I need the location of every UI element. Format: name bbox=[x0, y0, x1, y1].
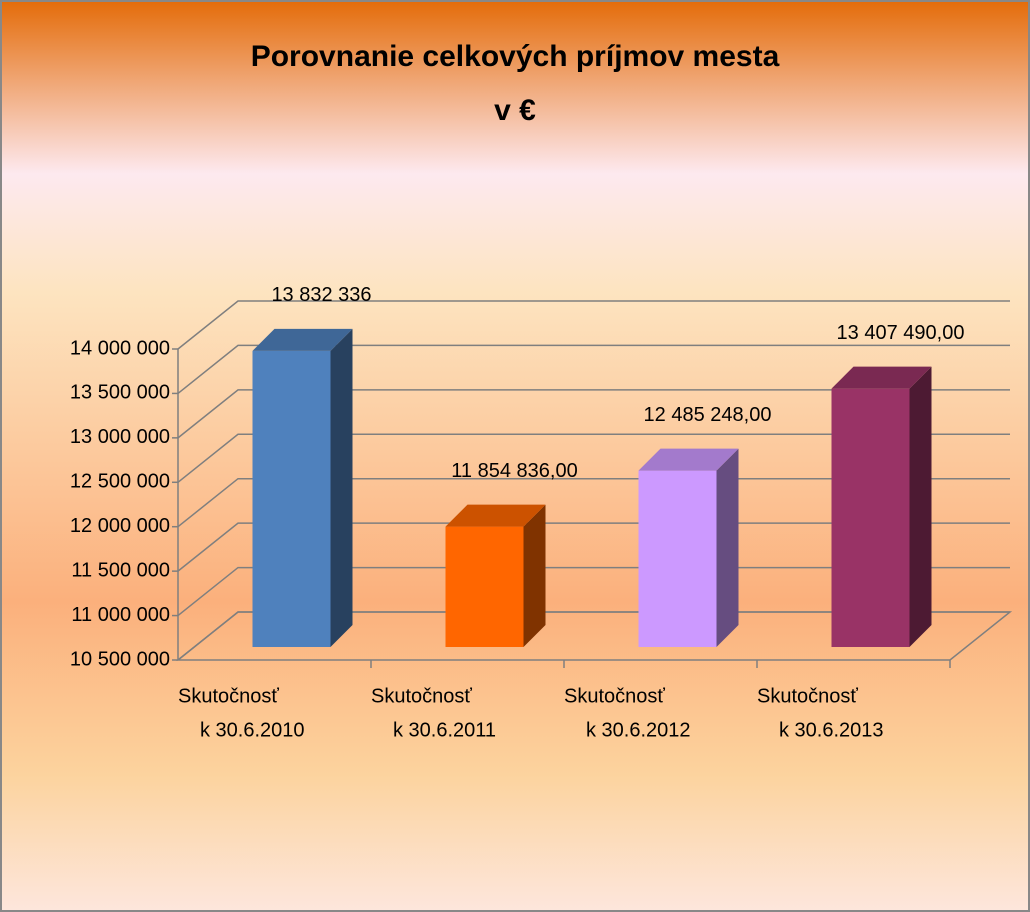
bar-face bbox=[638, 470, 717, 647]
x-tick-label: k 30.6.2013 bbox=[779, 719, 884, 741]
value-label: 13 832 336 bbox=[271, 284, 371, 306]
y-tick-label: 12 500 000 bbox=[70, 471, 170, 493]
value-label: 11 854 836,00 bbox=[451, 460, 577, 482]
grid-line bbox=[177, 477, 1010, 528]
y-tick-label: 11 500 000 bbox=[71, 559, 170, 581]
bar bbox=[831, 366, 932, 647]
y-tick-label: 10 500 000 bbox=[70, 648, 170, 670]
y-tick-label: 11 000 000 bbox=[71, 604, 170, 626]
bar-face bbox=[252, 328, 353, 351]
bar bbox=[638, 448, 739, 647]
grid-line bbox=[177, 300, 1010, 350]
bar-face bbox=[445, 526, 524, 647]
chart-subtitle: v € bbox=[494, 94, 536, 127]
x-tick-label: Skutočnosť bbox=[371, 685, 472, 707]
y-tick-label: 13 000 000 bbox=[70, 426, 170, 448]
y-tick-label: 12 000 000 bbox=[70, 515, 170, 537]
grid-line bbox=[177, 389, 1010, 439]
x-tick-label: Skutočnosť bbox=[757, 685, 858, 707]
x-tick-label: k 30.6.2012 bbox=[586, 719, 691, 741]
grid-line bbox=[177, 522, 1010, 572]
x-tick-label: k 30.6.2010 bbox=[200, 719, 305, 741]
bar-face bbox=[831, 366, 932, 389]
bar-face bbox=[523, 504, 546, 647]
bar-face bbox=[716, 448, 739, 647]
bar-face bbox=[445, 504, 546, 527]
bar-face bbox=[638, 448, 739, 471]
bar-face bbox=[909, 366, 932, 647]
grid-line bbox=[177, 433, 1010, 483]
x-tick-label: Skutočnosť bbox=[178, 685, 279, 707]
grid-line bbox=[177, 344, 1010, 395]
bar bbox=[445, 504, 546, 647]
value-label: 12 485 248,00 bbox=[644, 404, 772, 426]
y-tick-label: 13 500 000 bbox=[70, 382, 170, 404]
x-tick-label: k 30.6.2011 bbox=[393, 719, 496, 741]
grid-line bbox=[177, 611, 1010, 661]
bar bbox=[252, 328, 353, 647]
x-tick-label: Skutočnosť bbox=[564, 685, 665, 707]
grid-line bbox=[177, 566, 1010, 617]
bar-face bbox=[252, 350, 331, 647]
bar-face bbox=[330, 328, 353, 647]
value-label: 13 407 490,00 bbox=[837, 322, 965, 344]
bar-face bbox=[831, 388, 910, 647]
y-tick-label: 14 000 000 bbox=[70, 337, 170, 359]
chart-title: Porovnanie celkových príjmov mesta bbox=[251, 40, 780, 73]
